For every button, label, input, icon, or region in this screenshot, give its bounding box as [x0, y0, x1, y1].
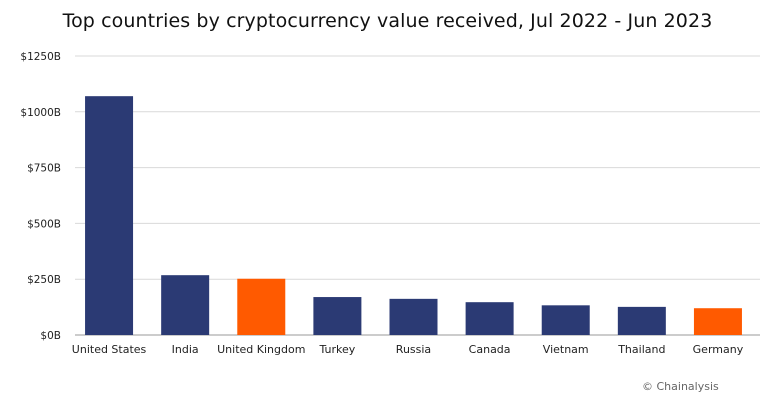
x-tick-label: Turkey [318, 343, 355, 356]
x-tick-label: India [172, 343, 199, 356]
x-tick-label: Russia [396, 343, 431, 356]
source-credit: © Chainalysis [642, 380, 719, 393]
bar-india [161, 275, 210, 335]
bar-vietnam [541, 305, 590, 335]
chart-title: Top countries by cryptocurrency value re… [62, 10, 713, 32]
y-tick-label: $750B [27, 163, 61, 175]
bar-united-kingdom [237, 278, 286, 335]
y-tick-label: $500B [27, 218, 61, 230]
x-tick-label: Vietnam [543, 343, 589, 356]
x-tick-label: United Kingdom [217, 343, 305, 356]
x-tick-label: Canada [469, 343, 511, 356]
y-tick-label: $250B [27, 274, 61, 286]
y-tick-label: $1000B [20, 107, 61, 119]
bar-canada [465, 302, 514, 335]
bar-united-states [85, 96, 134, 336]
x-tick-label: Thailand [617, 343, 665, 356]
y-tick-label: $1250B [20, 51, 61, 63]
bar-russia [389, 298, 438, 335]
x-tick-label: United States [72, 343, 147, 356]
bar-germany [693, 308, 742, 335]
y-tick-label: $0B [40, 330, 61, 342]
x-tick-label: Germany [693, 343, 744, 356]
bar-turkey [313, 297, 362, 335]
bar-thailand [617, 306, 666, 335]
